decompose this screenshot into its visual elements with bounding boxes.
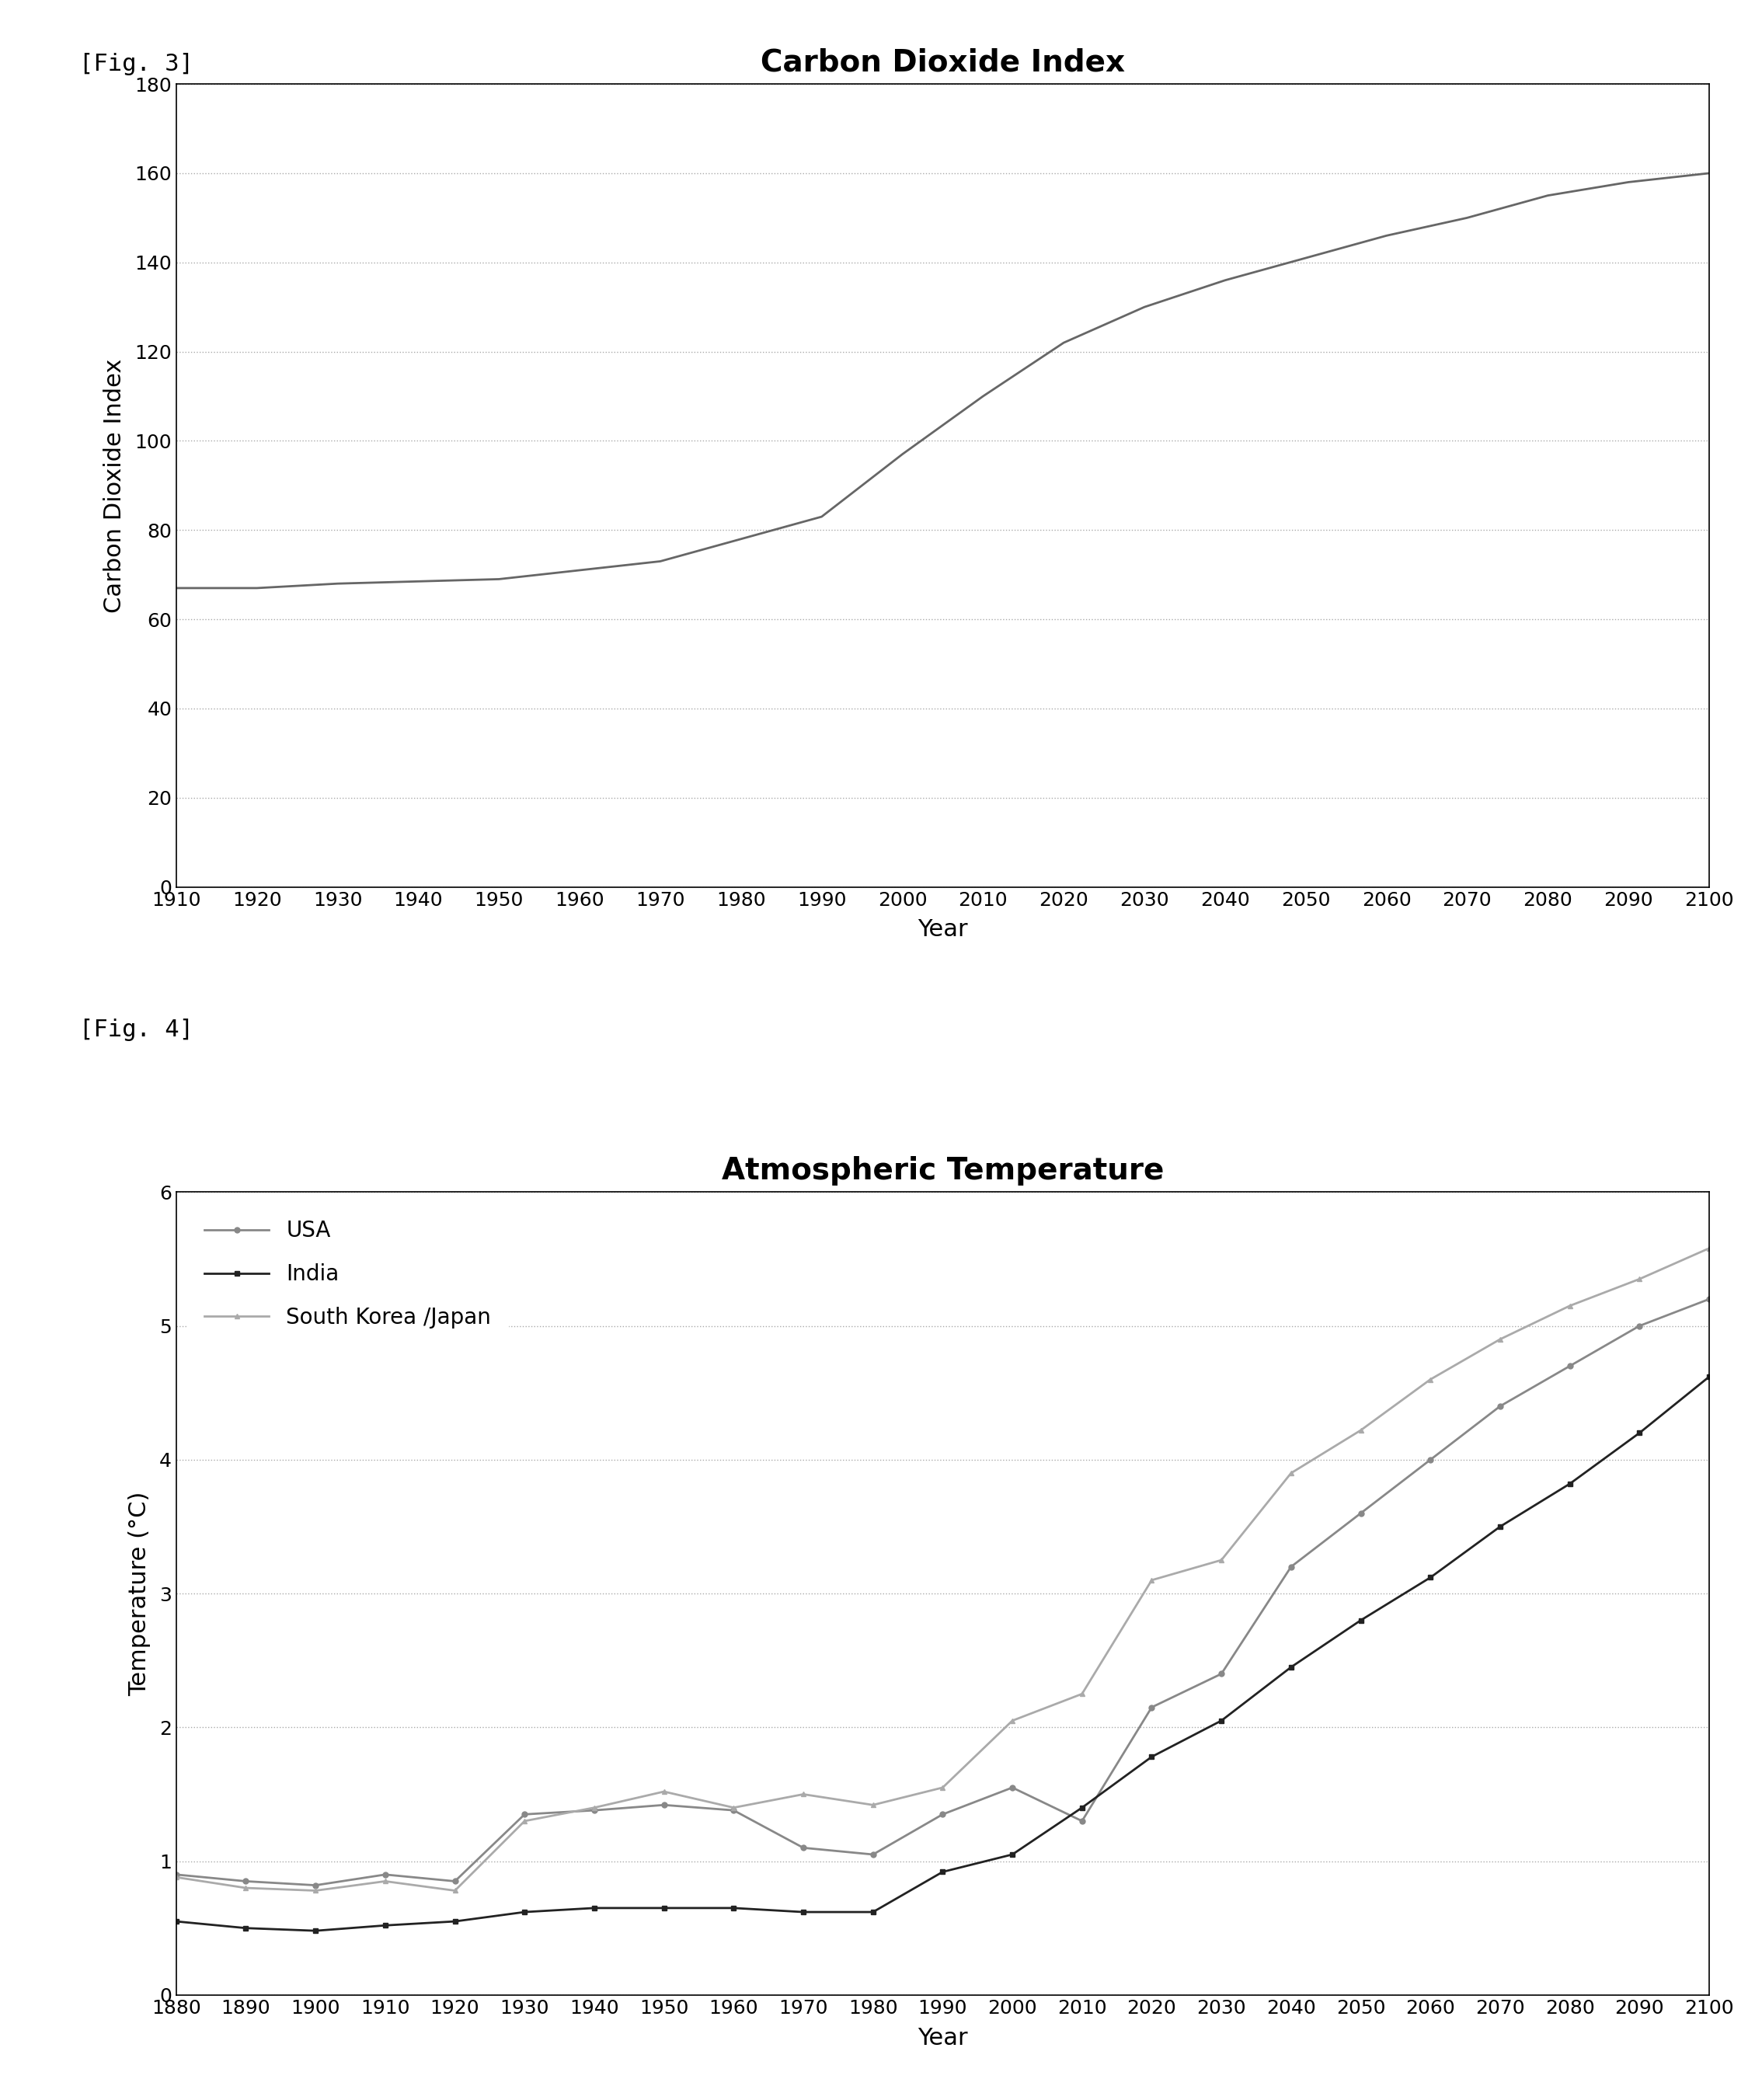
USA	[1420, 1447, 1441, 1472]
South Korea /Japan	[305, 1877, 326, 1903]
Text: [Fig. 3]: [Fig. 3]	[79, 52, 194, 76]
South Korea /Japan	[654, 1779, 675, 1804]
South Korea /Japan	[166, 1865, 187, 1890]
USA	[166, 1863, 187, 1888]
India	[654, 1896, 675, 1922]
South Korea /Japan	[375, 1869, 396, 1894]
South Korea /Japan	[1628, 1266, 1649, 1291]
South Korea /Japan	[444, 1877, 465, 1903]
India	[583, 1896, 604, 1922]
Y-axis label: Temperature (°C): Temperature (°C)	[129, 1491, 152, 1697]
India	[1489, 1514, 1510, 1539]
X-axis label: Year: Year	[918, 2026, 967, 2050]
USA	[1350, 1502, 1371, 1527]
USA	[1628, 1312, 1649, 1338]
South Korea /Japan	[1071, 1682, 1092, 1707]
USA	[1699, 1287, 1720, 1312]
South Korea /Japan	[515, 1808, 536, 1833]
Y-axis label: Carbon Dioxide Index: Carbon Dioxide Index	[104, 359, 127, 613]
South Korea /Japan	[722, 1796, 744, 1821]
India	[1420, 1564, 1441, 1590]
India	[305, 1917, 326, 1942]
USA	[1281, 1554, 1302, 1579]
India	[1071, 1796, 1092, 1821]
India	[1003, 1842, 1024, 1867]
USA	[305, 1873, 326, 1898]
India	[862, 1898, 883, 1924]
India	[236, 1915, 257, 1940]
South Korea /Japan	[862, 1793, 883, 1819]
South Korea /Japan	[1003, 1707, 1024, 1732]
USA	[1559, 1352, 1581, 1378]
Title: Atmospheric Temperature: Atmospheric Temperature	[721, 1155, 1165, 1184]
India	[166, 1909, 187, 1934]
India	[1210, 1707, 1232, 1732]
USA	[1071, 1808, 1092, 1833]
India	[1699, 1365, 1720, 1390]
India	[1628, 1420, 1649, 1445]
X-axis label: Year: Year	[918, 918, 967, 941]
South Korea /Japan	[236, 1875, 257, 1900]
Line: USA: USA	[173, 1296, 1713, 1888]
South Korea /Japan	[793, 1781, 814, 1806]
South Korea /Japan	[1489, 1327, 1510, 1352]
South Korea /Japan	[1142, 1567, 1163, 1592]
India	[793, 1898, 814, 1924]
South Korea /Japan	[1559, 1294, 1581, 1319]
USA	[375, 1863, 396, 1888]
South Korea /Japan	[1210, 1548, 1232, 1573]
India	[1142, 1745, 1163, 1770]
USA	[583, 1798, 604, 1823]
USA	[932, 1802, 953, 1827]
USA	[793, 1835, 814, 1861]
India	[444, 1909, 465, 1934]
USA	[515, 1802, 536, 1827]
Text: [Fig. 4]: [Fig. 4]	[79, 1018, 194, 1042]
India	[515, 1898, 536, 1924]
USA	[236, 1869, 257, 1894]
USA	[862, 1842, 883, 1867]
USA	[1142, 1695, 1163, 1720]
India	[1350, 1609, 1371, 1634]
South Korea /Japan	[932, 1774, 953, 1800]
Line: South Korea /Japan: South Korea /Japan	[173, 1245, 1713, 1894]
Legend: USA, India, South Korea /Japan: USA, India, South Korea /Japan	[187, 1203, 509, 1346]
South Korea /Japan	[1699, 1235, 1720, 1260]
South Korea /Japan	[1281, 1459, 1302, 1485]
USA	[654, 1793, 675, 1819]
Line: India: India	[173, 1373, 1713, 1934]
South Korea /Japan	[1350, 1418, 1371, 1443]
India	[1281, 1655, 1302, 1680]
India	[722, 1896, 744, 1922]
South Korea /Japan	[583, 1796, 604, 1821]
South Korea /Japan	[1420, 1367, 1441, 1392]
Title: Carbon Dioxide Index: Carbon Dioxide Index	[761, 48, 1124, 78]
India	[1559, 1472, 1581, 1497]
India	[932, 1858, 953, 1884]
USA	[1210, 1661, 1232, 1686]
USA	[1003, 1774, 1024, 1800]
USA	[444, 1869, 465, 1894]
India	[375, 1913, 396, 1938]
USA	[1489, 1394, 1510, 1420]
USA	[722, 1798, 744, 1823]
